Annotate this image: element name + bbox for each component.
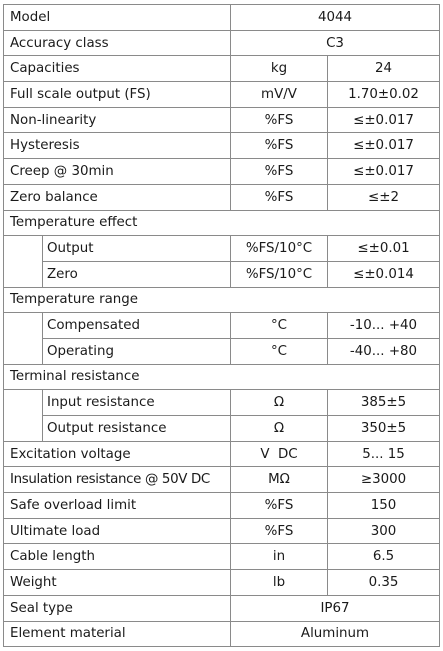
value-accuracy-class: C3 [229, 29, 441, 57]
label-compensated: Compensated [42, 312, 231, 339]
unit-capacities: kg [230, 55, 328, 83]
unit-safe-overload: %FS [230, 492, 328, 519]
row-insulation-resistance: Insulation resistance @ 50V DC MΩ ≥3000 [3, 466, 441, 494]
label-output-resistance: Output resistance [42, 415, 231, 442]
row-element-material: Element material Aluminum [3, 620, 441, 648]
row-hysteresis: Hysteresis %FS ≤±0.017 [3, 132, 441, 160]
row-model: Model 4044 [3, 4, 441, 31]
label-creep: Creep @ 30min [3, 158, 231, 185]
label-capacities: Capacities [3, 55, 231, 83]
row-creep: Creep @ 30min %FS ≤±0.017 [3, 158, 441, 185]
label-cable-length: Cable length [3, 543, 231, 571]
value-non-linearity: ≤±0.017 [326, 106, 441, 134]
value-cable-length: 6.5 [326, 543, 441, 571]
spec-table: Model 4044 Accuracy class C3 Capacities … [2, 4, 441, 648]
row-full-scale-output: Full scale output (FS) mV/V 1.70±0.02 [3, 81, 441, 108]
row-non-linearity: Non-linearity %FS ≤±0.017 [3, 106, 441, 134]
label-excitation-voltage: Excitation voltage [3, 440, 231, 468]
section-terminal-resistance: Terminal resistance [2, 363, 441, 391]
label-hysteresis: Hysteresis [3, 132, 231, 160]
value-element-material: Aluminum [229, 620, 441, 648]
unit-non-linearity: %FS [230, 106, 328, 134]
indent-cell [3, 261, 43, 288]
row-zero-balance: Zero balance %FS ≤±2 [3, 183, 441, 211]
row-excitation-voltage: Excitation voltage V DC 5... 15 [3, 440, 441, 468]
label-temp-effect-output: Output [42, 235, 231, 262]
row-ultimate-load: Ultimate load %FS 300 [3, 517, 441, 545]
unit-hysteresis: %FS [230, 132, 328, 160]
value-seal-type: IP67 [229, 594, 441, 622]
unit-output-resistance: Ω [230, 415, 328, 442]
value-operating: -40... +80 [326, 337, 441, 365]
unit-insulation-resistance: MΩ [230, 466, 328, 494]
unit-temp-effect-zero: %FS/10°C [230, 260, 328, 288]
row-temperature-effect: Temperature effect [2, 209, 441, 237]
row-weight: Weight lb 0.35 [3, 569, 441, 596]
section-temperature-range: Temperature range [2, 286, 441, 314]
label-safe-overload: Safe overload limit [3, 492, 231, 519]
row-temp-effect-output: Output %FS/10°C ≤±0.01 [3, 235, 441, 262]
section-temperature-effect: Temperature effect [2, 209, 441, 237]
value-temp-effect-output: ≤±0.01 [326, 235, 441, 262]
value-input-resistance: 385±5 [326, 389, 441, 416]
row-temperature-range: Temperature range [2, 286, 441, 314]
indent-cell [3, 312, 43, 339]
value-output-resistance: 350±5 [326, 415, 441, 442]
label-input-resistance: Input resistance [42, 389, 231, 416]
label-operating: Operating [42, 337, 231, 365]
row-temp-effect-zero: Zero %FS/10°C ≤±0.014 [3, 260, 441, 288]
unit-input-resistance: Ω [230, 389, 328, 416]
label-insulation-resistance: Insulation resistance @ 50V DC [3, 466, 231, 494]
label-seal-type: Seal type [3, 594, 231, 622]
label-full-scale-output: Full scale output (FS) [3, 81, 231, 108]
unit-excitation-voltage: V DC [230, 440, 328, 468]
label-model: Model [3, 4, 231, 31]
row-terminal-resistance: Terminal resistance [2, 363, 441, 391]
row-output-resistance: Output resistance Ω 350±5 [3, 415, 441, 442]
value-safe-overload: 150 [326, 492, 441, 519]
value-excitation-voltage: 5... 15 [326, 440, 441, 468]
unit-zero-balance: %FS [230, 183, 328, 211]
value-temp-effect-zero: ≤±0.014 [326, 260, 441, 288]
row-operating: Operating °C -40... +80 [3, 337, 441, 365]
unit-full-scale-output: mV/V [230, 81, 328, 108]
value-creep: ≤±0.017 [326, 158, 441, 185]
unit-compensated: °C [230, 312, 328, 339]
label-zero-balance: Zero balance [3, 183, 231, 211]
label-ultimate-load: Ultimate load [3, 517, 231, 545]
label-non-linearity: Non-linearity [3, 106, 231, 134]
value-model: 4044 [229, 4, 441, 31]
label-element-material: Element material [3, 620, 231, 648]
row-cable-length: Cable length in 6.5 [3, 543, 441, 571]
value-compensated: -10... +40 [326, 312, 441, 339]
row-seal-type: Seal type IP67 [3, 594, 441, 622]
row-accuracy-class: Accuracy class C3 [3, 29, 441, 57]
value-capacities: 24 [326, 55, 441, 83]
unit-cable-length: in [230, 543, 328, 571]
value-weight: 0.35 [326, 569, 441, 596]
row-input-resistance: Input resistance Ω 385±5 [3, 389, 441, 416]
unit-temp-effect-output: %FS/10°C [230, 235, 328, 262]
value-insulation-resistance: ≥3000 [326, 466, 441, 494]
value-full-scale-output: 1.70±0.02 [326, 81, 441, 108]
indent-cell [3, 389, 43, 416]
unit-weight: lb [230, 569, 328, 596]
label-temp-effect-zero: Zero [42, 260, 231, 288]
indent-cell [3, 338, 43, 365]
row-capacities: Capacities kg 24 [3, 55, 441, 83]
row-compensated: Compensated °C -10... +40 [3, 312, 441, 339]
label-weight: Weight [3, 569, 231, 596]
label-accuracy-class: Accuracy class [3, 29, 231, 57]
row-safe-overload: Safe overload limit %FS 150 [3, 492, 441, 519]
indent-cell [3, 235, 43, 262]
unit-creep: %FS [230, 158, 328, 185]
unit-ultimate-load: %FS [230, 517, 328, 545]
value-ultimate-load: 300 [326, 517, 441, 545]
indent-cell [3, 415, 43, 442]
value-hysteresis: ≤±0.017 [326, 132, 441, 160]
unit-operating: °C [230, 337, 328, 365]
value-zero-balance: ≤±2 [326, 183, 441, 211]
